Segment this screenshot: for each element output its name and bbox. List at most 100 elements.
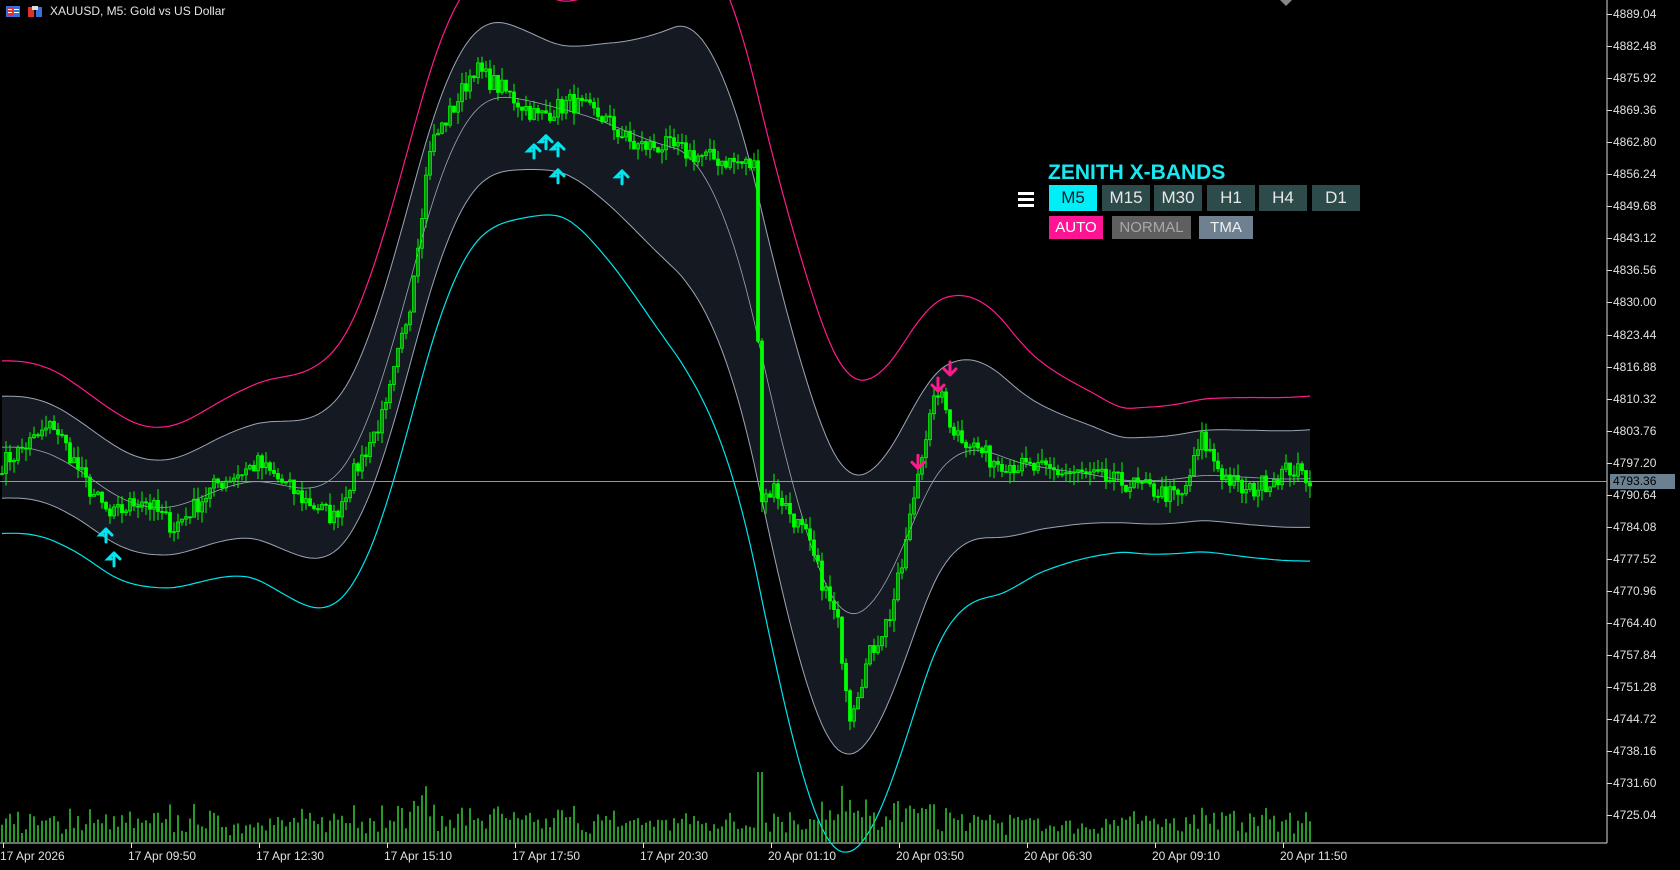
mode-button-tma[interactable]: TMA <box>1199 216 1253 239</box>
candle-body <box>1024 457 1028 463</box>
inner-lower-band <box>1 169 1310 755</box>
price-axis-label: 4875.92 <box>1613 71 1657 86</box>
candle-body <box>276 473 280 480</box>
candle-body <box>60 434 64 436</box>
candle-body <box>820 560 824 591</box>
candle-body <box>400 332 404 349</box>
candle-body <box>1264 475 1268 493</box>
candle-body <box>472 75 476 79</box>
candle-body <box>1000 464 1004 472</box>
buy-arrow-icon <box>96 527 114 544</box>
depth-of-market-icon[interactable] <box>28 5 42 17</box>
candle-body <box>760 340 764 503</box>
price-axis-label: 4803.76 <box>1613 423 1657 438</box>
candle-body <box>440 122 444 134</box>
price-axis-label: 4862.80 <box>1613 135 1657 150</box>
candle-body <box>1012 464 1016 474</box>
candle-body <box>932 395 936 415</box>
candle-body <box>1296 463 1300 477</box>
candle-body <box>1164 486 1168 502</box>
candle-body <box>1180 493 1184 496</box>
candle-body <box>732 157 736 163</box>
candle-body <box>408 311 412 326</box>
candle-body <box>1232 475 1236 486</box>
time-axis-label: 20 Apr 03:50 <box>896 849 965 863</box>
candle-body <box>516 102 520 108</box>
mode-button-auto[interactable]: AUTO <box>1049 216 1103 239</box>
candle-body <box>332 510 336 524</box>
time-axis-tick <box>1283 843 1284 848</box>
candle-body <box>964 442 968 448</box>
candle-body <box>144 501 148 504</box>
candle-body <box>640 141 644 145</box>
timeframe-button-h4[interactable]: H4 <box>1259 185 1307 211</box>
candle-body <box>376 431 380 434</box>
candle-body <box>160 511 164 513</box>
candle-body <box>600 116 604 123</box>
candle-body <box>416 247 420 277</box>
candle-body <box>304 498 308 504</box>
candle-body <box>872 645 876 653</box>
time-axis-tick <box>131 843 132 848</box>
candle-body <box>156 499 160 512</box>
one-click-trading-icon[interactable] <box>6 5 20 17</box>
candle-body <box>988 445 992 468</box>
candle-body <box>636 143 640 150</box>
candle-body <box>220 482 224 489</box>
candle-body <box>1144 479 1148 484</box>
candle-body <box>164 511 168 514</box>
candle-body <box>996 461 1000 465</box>
candle-body <box>292 479 296 495</box>
candle-body <box>224 480 228 489</box>
candle-body <box>264 462 268 469</box>
chart-title-bar: XAUUSD, M5: Gold vs US Dollar <box>6 4 225 18</box>
price-axis-label: 4725.04 <box>1613 808 1657 823</box>
mode-button-normal[interactable]: NORMAL <box>1112 216 1191 239</box>
candle-body <box>708 148 712 153</box>
timeframe-button-m15[interactable]: M15 <box>1102 185 1150 211</box>
candle-body <box>1060 473 1064 476</box>
chart-symbol-title: XAUUSD, M5: Gold vs US Dollar <box>50 4 226 18</box>
candle-body <box>64 434 68 444</box>
sell-arrow-icon <box>930 376 946 393</box>
hamburger-menu-icon[interactable] <box>1018 192 1034 210</box>
candle-body <box>824 586 828 591</box>
candle-body <box>20 446 24 449</box>
price-axis-tick <box>1607 238 1612 240</box>
price-axis-label: 4757.84 <box>1613 648 1657 663</box>
candle-body <box>120 504 124 514</box>
candle-body <box>572 94 576 114</box>
candle-body <box>992 461 996 468</box>
candle-body <box>104 501 108 510</box>
candle-body <box>628 130 632 142</box>
candle-body <box>584 99 588 102</box>
timeframe-button-h1[interactable]: H1 <box>1207 185 1255 211</box>
sell-arrow-icon <box>910 453 926 470</box>
timeframe-button-d1[interactable]: D1 <box>1312 185 1360 211</box>
time-axis-tick <box>1155 843 1156 848</box>
candle-body <box>712 148 716 160</box>
candle-body <box>520 106 524 111</box>
timeframe-button-m5[interactable]: M5 <box>1049 185 1097 211</box>
candle-body <box>612 116 616 131</box>
candle-body <box>696 155 700 163</box>
candle-body <box>1280 468 1284 486</box>
candle-body <box>1052 467 1056 471</box>
price-axis-tick <box>1607 719 1612 721</box>
candle-body <box>56 429 60 435</box>
price-axis-tick <box>1607 622 1612 624</box>
candle-body <box>1196 449 1200 456</box>
candle-body <box>168 512 172 533</box>
candle-body <box>684 142 688 159</box>
candle-body <box>448 105 452 126</box>
candle-body <box>352 463 356 491</box>
candle-body <box>556 99 560 118</box>
buy-arrow-icon <box>536 134 554 151</box>
candle-body <box>876 645 880 653</box>
candle-body <box>212 478 216 489</box>
candle-body <box>284 481 288 484</box>
candle-body <box>296 490 300 495</box>
timeframe-button-m30[interactable]: M30 <box>1154 185 1202 211</box>
candle-body <box>396 347 400 368</box>
